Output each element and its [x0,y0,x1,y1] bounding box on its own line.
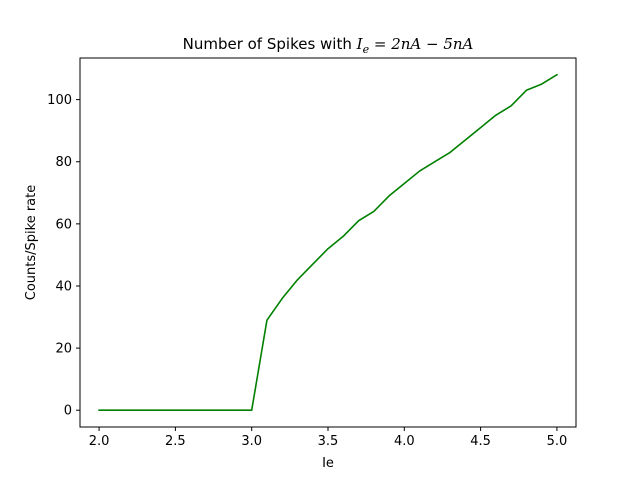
series-layer [98,73,559,412]
x-tick-label: 3.0 [241,434,262,449]
x-axis-ticks: 2.0 2.5 3.0 3.5 4.0 4.5 5.0 [89,427,568,449]
y-tick-label: 60 [55,217,72,232]
y-axis-label: Counts/Spike rate [24,185,39,300]
y-tick-label: 20 [55,342,72,357]
x-axis-label: Ie [322,456,334,471]
chart-title-math-var: I [356,35,364,53]
y-axis-ticks: 0 20 40 60 80 100 [47,93,80,419]
series-line [98,73,559,412]
chart-title-math-sub: e [363,43,370,56]
plot-area [80,58,576,427]
x-tick-label: 5.0 [547,434,568,449]
x-tick-label: 2.0 [89,434,110,449]
x-tick-label: 4.0 [394,434,415,449]
chart-title-prefix: Number of Spikes with [183,35,357,53]
chart-title-math-rest: = 2nA − 5nA [369,35,473,53]
y-tick-label: 80 [55,155,72,170]
x-tick-label: 2.5 [165,434,186,449]
x-tick-label: 4.5 [470,434,491,449]
chart-title: Number of Spikes with Ie = 2nA − 5nA [183,35,474,56]
y-tick-label: 40 [55,279,72,294]
y-tick-label: 0 [64,404,72,419]
y-tick-label: 100 [47,93,72,108]
x-tick-label: 3.5 [318,434,339,449]
